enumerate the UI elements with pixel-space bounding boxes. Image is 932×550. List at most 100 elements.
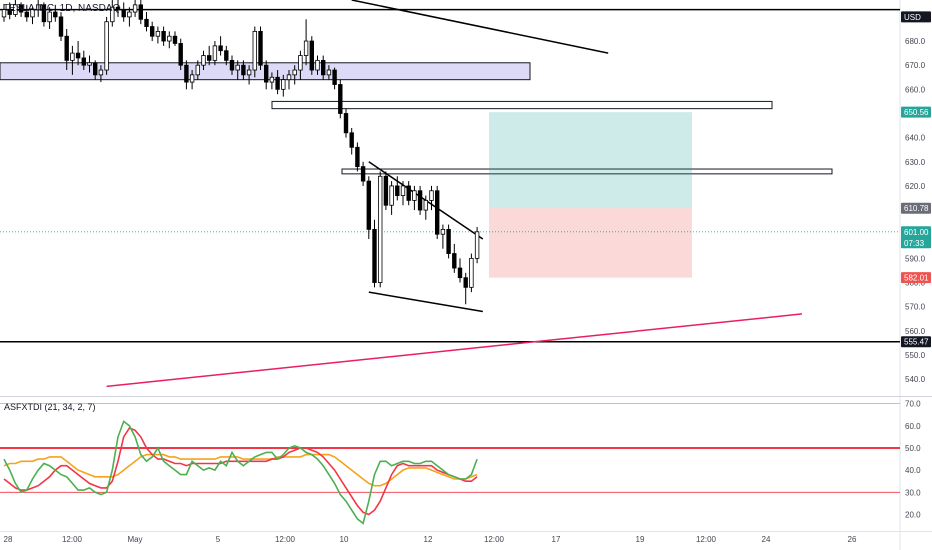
candle-body[interactable] bbox=[98, 69, 104, 76]
candle-body[interactable] bbox=[452, 253, 457, 269]
candle-body[interactable] bbox=[41, 4, 47, 23]
candle-body[interactable] bbox=[275, 76, 280, 90]
candle-body[interactable] bbox=[201, 55, 206, 66]
candle-body[interactable] bbox=[127, 11, 132, 18]
candle-body[interactable] bbox=[246, 69, 252, 76]
candle-body[interactable] bbox=[178, 43, 183, 66]
candle-body[interactable] bbox=[195, 64, 200, 76]
candle-body[interactable] bbox=[258, 30, 263, 66]
long-position-stop-zone[interactable] bbox=[489, 208, 692, 278]
candle-body[interactable] bbox=[423, 200, 428, 211]
candle-body[interactable] bbox=[292, 69, 297, 76]
zone-rectangle[interactable] bbox=[271, 100, 773, 110]
indicator-series-line[interactable] bbox=[3, 427, 478, 516]
candle-body[interactable] bbox=[298, 55, 303, 71]
candle-body[interactable] bbox=[24, 11, 29, 18]
indicator-series-line[interactable] bbox=[3, 420, 478, 525]
candle-body[interactable] bbox=[13, 4, 18, 15]
candle-body[interactable] bbox=[75, 52, 81, 59]
time-tick-label: 12:00 bbox=[275, 535, 296, 544]
candle-body[interactable] bbox=[172, 35, 178, 44]
trendline[interactable] bbox=[351, 0, 609, 54]
candle-body[interactable] bbox=[64, 35, 69, 61]
candle-body[interactable] bbox=[224, 50, 229, 61]
candle-body[interactable] bbox=[184, 64, 189, 83]
candle-body[interactable] bbox=[360, 166, 366, 182]
candle-body[interactable] bbox=[218, 45, 223, 52]
candle-body[interactable] bbox=[132, 4, 138, 13]
candle-body[interactable] bbox=[47, 11, 52, 23]
candle-body[interactable] bbox=[457, 267, 463, 279]
candle-body[interactable] bbox=[366, 180, 371, 230]
candle-body[interactable] bbox=[469, 257, 474, 288]
candle-body[interactable] bbox=[440, 228, 446, 235]
candle-body[interactable] bbox=[281, 79, 286, 90]
candle-body[interactable] bbox=[309, 40, 314, 71]
candle-body[interactable] bbox=[235, 64, 240, 71]
candle-body[interactable] bbox=[252, 30, 257, 71]
candle-body[interactable] bbox=[206, 55, 212, 61]
candle-body[interactable] bbox=[434, 190, 440, 235]
candle-body[interactable] bbox=[303, 40, 309, 56]
candle-body[interactable] bbox=[320, 59, 326, 76]
long-position-target-zone[interactable] bbox=[489, 112, 692, 209]
candle-body[interactable] bbox=[212, 45, 218, 61]
candle-body[interactable] bbox=[326, 69, 332, 76]
candle-body[interactable] bbox=[474, 231, 480, 259]
candle-body[interactable] bbox=[81, 57, 86, 66]
candle-body[interactable] bbox=[389, 185, 394, 206]
candle-body[interactable] bbox=[30, 9, 35, 18]
candle-body[interactable] bbox=[463, 277, 468, 288]
candle-body[interactable] bbox=[395, 185, 400, 196]
candle-body[interactable] bbox=[400, 185, 406, 196]
candle-body[interactable] bbox=[36, 4, 41, 11]
candle-body[interactable] bbox=[332, 69, 337, 85]
candle-body[interactable] bbox=[229, 59, 235, 71]
candle-body[interactable] bbox=[1, 9, 7, 18]
trendline[interactable] bbox=[106, 313, 803, 388]
candle-body[interactable] bbox=[138, 4, 143, 20]
zone-rectangle[interactable] bbox=[341, 168, 833, 175]
candle-body[interactable] bbox=[315, 59, 320, 71]
trendline[interactable] bbox=[368, 291, 483, 313]
candle-body[interactable] bbox=[406, 185, 411, 201]
candle-body[interactable] bbox=[70, 52, 75, 61]
candle-body[interactable] bbox=[110, 6, 115, 23]
candle-body[interactable] bbox=[355, 146, 360, 168]
candle-body[interactable] bbox=[58, 16, 64, 37]
price-tick-label: 570.0 bbox=[905, 303, 926, 312]
candle-body[interactable] bbox=[429, 190, 434, 201]
candle-body[interactable] bbox=[7, 9, 12, 15]
price-tag bbox=[901, 226, 931, 249]
candle-body[interactable] bbox=[144, 18, 149, 27]
indicator-series-line[interactable] bbox=[3, 453, 478, 487]
candle-body[interactable] bbox=[269, 76, 275, 83]
candle-body[interactable] bbox=[383, 175, 389, 206]
candle-body[interactable] bbox=[446, 228, 451, 254]
time-tick-label: 12:00 bbox=[62, 535, 83, 544]
candle-body[interactable] bbox=[93, 62, 98, 76]
candle-body[interactable] bbox=[87, 62, 92, 66]
candle-body[interactable] bbox=[189, 74, 195, 83]
candle-body[interactable] bbox=[343, 113, 349, 134]
candle-body[interactable] bbox=[377, 175, 383, 283]
candle-body[interactable] bbox=[417, 190, 423, 211]
candle-body[interactable] bbox=[241, 64, 246, 76]
candle-body[interactable] bbox=[412, 190, 417, 201]
candle-body[interactable] bbox=[338, 84, 343, 114]
candle-body[interactable] bbox=[155, 30, 161, 37]
candle-body[interactable] bbox=[104, 21, 109, 71]
candle-body[interactable] bbox=[18, 4, 24, 13]
candle-body[interactable] bbox=[53, 11, 58, 18]
candle-body[interactable] bbox=[167, 35, 172, 42]
candle-body[interactable] bbox=[349, 132, 354, 148]
candle-body[interactable] bbox=[115, 6, 121, 11]
candle-body[interactable] bbox=[286, 74, 292, 81]
candle-body[interactable] bbox=[149, 26, 155, 37]
candle-body[interactable] bbox=[121, 9, 126, 18]
candle-body[interactable] bbox=[372, 228, 377, 283]
candle-body[interactable] bbox=[263, 64, 269, 83]
time-tick-label: 24 bbox=[762, 535, 771, 544]
candle-body[interactable] bbox=[161, 30, 166, 42]
